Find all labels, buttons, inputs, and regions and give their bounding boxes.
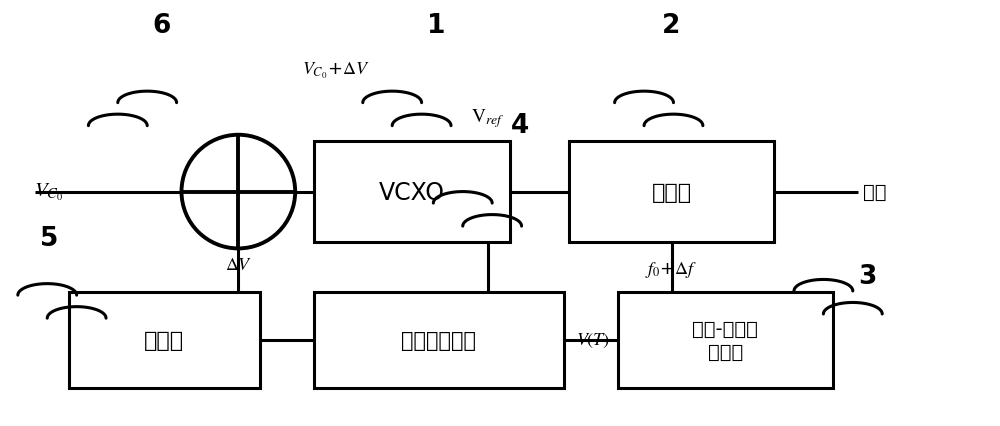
Bar xyxy=(314,142,510,242)
Bar xyxy=(69,292,260,389)
Text: 2: 2 xyxy=(662,13,681,38)
Text: 频率-电压转
换电路: 频率-电压转 换电路 xyxy=(692,319,758,362)
Text: 输出: 输出 xyxy=(863,183,886,201)
Text: 1: 1 xyxy=(427,13,446,38)
Text: $V_{C_0}$+$\Delta V$: $V_{C_0}$+$\Delta V$ xyxy=(302,61,370,81)
Text: 4: 4 xyxy=(510,113,529,139)
Text: 滤波器: 滤波器 xyxy=(144,330,184,350)
Text: 6: 6 xyxy=(153,13,171,38)
Text: 3: 3 xyxy=(858,263,877,289)
Text: 功分器: 功分器 xyxy=(651,182,692,202)
Text: 电压比对电路: 电压比对电路 xyxy=(401,330,476,350)
Bar xyxy=(618,292,833,389)
Ellipse shape xyxy=(182,135,295,249)
Text: VCXO: VCXO xyxy=(379,180,445,204)
Bar xyxy=(569,142,774,242)
Text: $V_{C_0}$: $V_{C_0}$ xyxy=(34,181,64,203)
Text: $V(T)$: $V(T)$ xyxy=(576,331,610,349)
Text: 5: 5 xyxy=(40,225,58,251)
Text: $\Delta V$: $\Delta V$ xyxy=(225,256,252,273)
Bar xyxy=(314,292,564,389)
Text: $\mathrm{V}_{ref}$: $\mathrm{V}_{ref}$ xyxy=(471,106,505,130)
Text: $f_0$+$\Delta f$: $f_0$+$\Delta f$ xyxy=(645,259,698,279)
